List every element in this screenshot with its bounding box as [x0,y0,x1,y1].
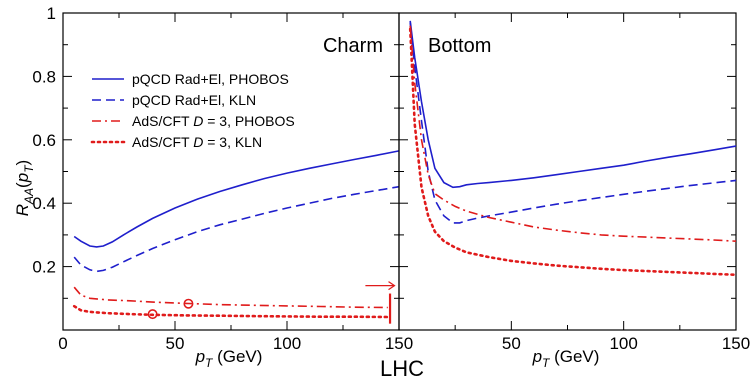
footer-label: LHC [380,356,424,377]
series-line [408,27,738,277]
arrow-head [388,281,396,291]
series-line [73,185,400,273]
legend: pQCD Rad+El, PHOBOS pQCD Rad+El, KLN AdS/C… [90,71,295,150]
panel-bottom: 50 100 150 [398,12,750,353]
series-line [73,150,400,248]
x-axis-title-charm: pT (GeV) [195,347,263,370]
x-tick-label: 150 [722,334,750,353]
series-line [409,20,737,189]
x-tick-label: 150 [385,334,413,353]
series-line [72,304,390,319]
marker-circle [147,309,158,320]
x-tick-label: 50 [166,334,185,353]
x-tick-label: 100 [609,334,637,353]
x-axis-title-bottom: pT (GeV) [532,347,600,370]
legend-label: AdS/CFT D = 3, KLN [132,134,262,150]
series-line [409,25,737,242]
y-tick-label: 0.6 [32,131,56,150]
y-tick-label: 0.8 [32,67,56,86]
series-line [73,286,388,309]
x-tick-label: 100 [273,334,301,353]
series-line [409,22,737,224]
marker-circle [183,298,194,309]
x-tick-label: 50 [502,334,521,353]
panel-frame [62,12,400,331]
plot-layer: 0.2 0.4 0.6 0.8 1 0 50 100 150 50 100 150 [32,4,750,353]
y-tick-label: 0.4 [32,194,56,213]
x-tick-label: 0 [58,334,67,353]
legend-label: pQCD Rad+El, PHOBOS [132,71,289,87]
legend-label: AdS/CFT D = 3, PHOBOS [132,113,295,129]
y-tick-label: 1 [47,4,56,23]
panel-title-bottom: Bottom [428,35,491,57]
panel-title-charm: Charm [323,35,383,57]
legend-label: pQCD Rad+El, KLN [132,92,256,108]
y-tick-label: 0.2 [32,258,56,277]
panel-charm: 0.2 0.4 0.6 0.8 1 0 50 100 150 [32,4,413,353]
y-axis-title: RAA(pT) [13,160,36,216]
panel-frame [398,12,737,331]
